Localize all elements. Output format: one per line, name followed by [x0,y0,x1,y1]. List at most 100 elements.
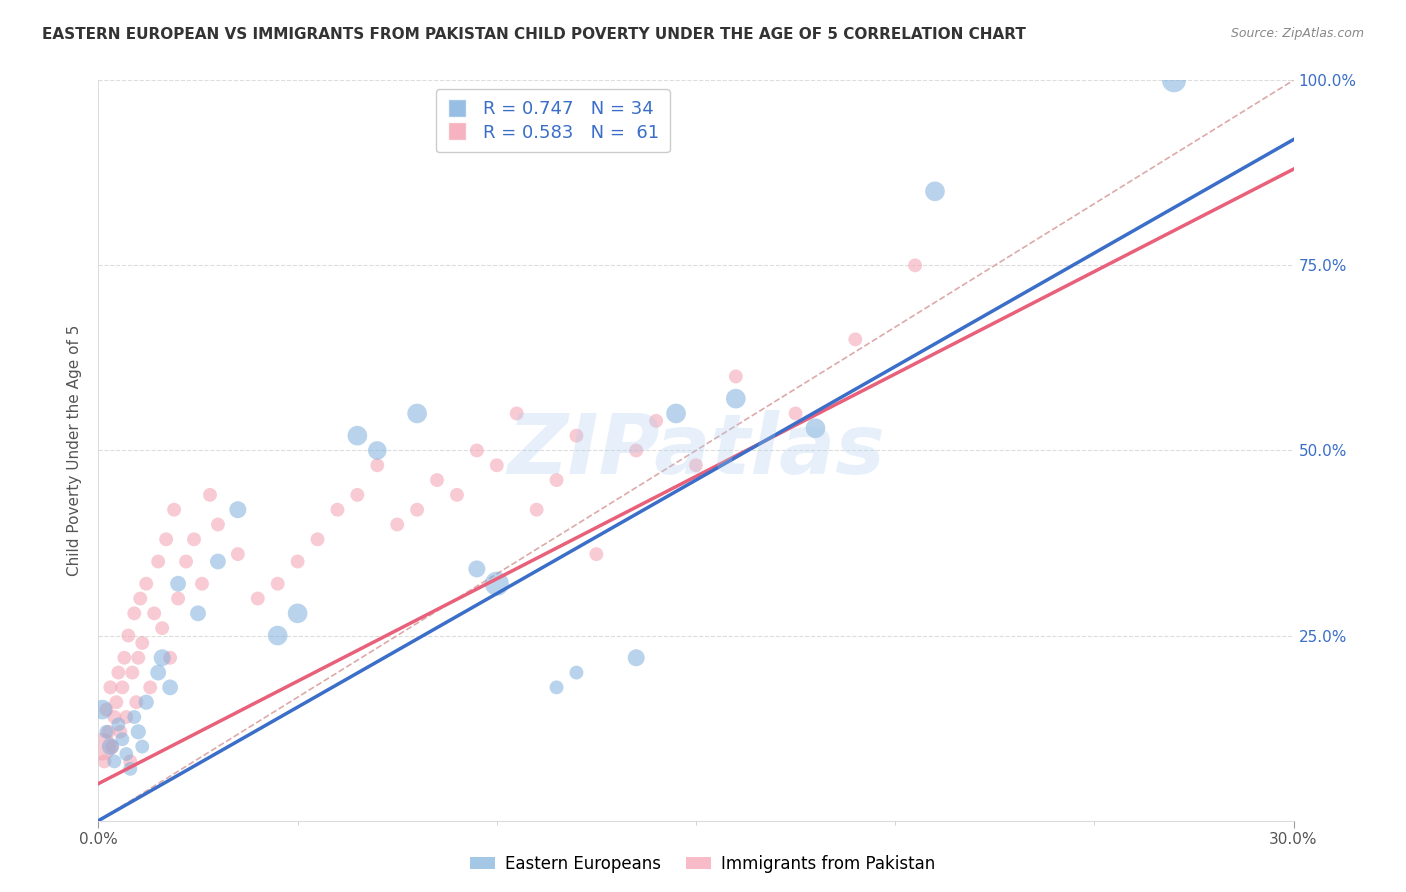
Point [91,703,114,717]
Point [103,755,125,769]
Point [112,650,135,665]
Point [129,591,152,606]
Point [465,443,488,458]
Point [103,710,125,724]
Text: Source: ZipAtlas.com: Source: ZipAtlas.com [1230,27,1364,40]
Point [124,607,146,621]
Point [485,458,508,473]
Point [346,488,368,502]
Text: ZIPatlas: ZIPatlas [508,410,884,491]
Point [526,502,548,516]
Point [724,369,747,384]
Point [121,665,143,680]
Point [117,628,139,642]
Point [924,184,946,198]
Point [131,739,153,754]
Point [366,458,388,473]
Point [98,739,122,754]
Point [226,502,249,516]
Point [198,488,221,502]
Point [127,724,149,739]
Point [183,533,205,547]
Point [804,421,827,435]
Point [163,502,186,516]
Point [127,650,149,665]
Point [307,533,329,547]
Point [426,473,449,487]
Point [406,407,429,421]
Point [326,502,349,516]
Point [844,333,866,347]
Text: EASTERN EUROPEAN VS IMMIGRANTS FROM PAKISTAN CHILD POVERTY UNDER THE AGE OF 5 CO: EASTERN EUROPEAN VS IMMIGRANTS FROM PAKI… [42,27,1026,42]
Point [485,576,508,591]
Point [267,576,290,591]
Point [246,591,269,606]
Point [150,621,173,635]
Point [565,428,588,442]
Point [111,681,134,695]
Point [159,681,181,695]
Point [96,724,118,739]
Y-axis label: Child Poverty Under the Age of 5: Child Poverty Under the Age of 5 [67,325,83,576]
Legend: Eastern Europeans, Immigrants from Pakistan: Eastern Europeans, Immigrants from Pakis… [464,848,942,880]
Point [125,695,148,709]
Point [135,576,157,591]
Point [148,555,170,569]
Point [645,414,668,428]
Point [105,695,128,709]
Point [93,755,115,769]
Point [143,607,166,621]
Point [124,710,146,724]
Point [1163,73,1185,87]
Point [207,517,229,532]
Point [110,724,132,739]
Point [626,650,648,665]
Point [96,703,118,717]
Point [111,732,134,747]
Point [724,392,747,406]
Point [585,547,607,561]
Point [187,607,209,621]
Point [120,762,142,776]
Point [120,755,142,769]
Point [366,443,388,458]
Point [406,502,429,516]
Point [446,488,468,502]
Point [139,681,162,695]
Point [506,407,529,421]
Point [97,724,120,739]
Point [626,443,648,458]
Point [226,547,249,561]
Point [685,458,707,473]
Point [904,259,927,273]
Point [565,665,588,680]
Point [107,665,129,680]
Point [465,562,488,576]
Point [148,665,170,680]
Legend: R = 0.747   N = 34, R = 0.583   N =  61: R = 0.747 N = 34, R = 0.583 N = 61 [436,89,669,153]
Point [207,555,229,569]
Point [91,739,114,754]
Point [546,473,568,487]
Point [191,576,214,591]
Point [267,628,290,642]
Point [174,555,197,569]
Point [287,607,309,621]
Point [155,533,177,547]
Point [115,747,138,761]
Point [135,695,157,709]
Point [665,407,688,421]
Point [107,717,129,731]
Point [150,650,173,665]
Point [287,555,309,569]
Point [131,636,153,650]
Point [785,407,807,421]
Point [159,650,181,665]
Point [98,681,122,695]
Point [546,681,568,695]
Point [101,739,124,754]
Point [385,517,409,532]
Point [167,576,190,591]
Point [115,710,138,724]
Point [167,591,190,606]
